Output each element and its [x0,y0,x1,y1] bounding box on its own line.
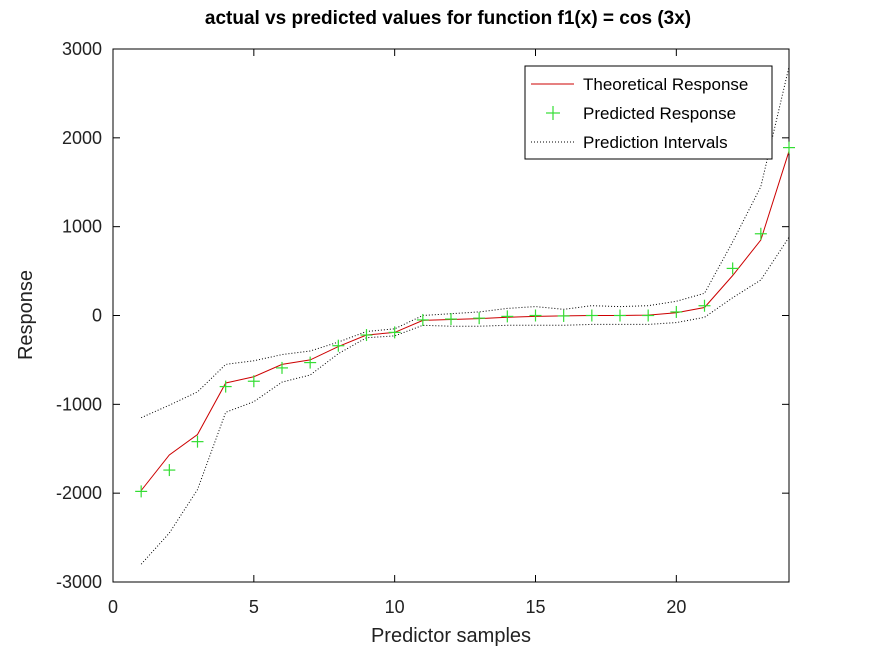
predicted-response-marker [191,435,204,448]
legend-box [524,65,773,160]
x-tick-labels: 0 5 10 15 20 [108,597,686,617]
series-layer [135,66,795,565]
y-tick-label: -3000 [56,572,102,592]
predicted-response-marker [585,309,598,322]
x-tick-label: 20 [666,597,686,617]
predicted-response-marker [754,227,767,240]
predicted-response-marker [726,262,739,275]
predicted-response-marker [332,339,345,352]
x-tick-label: 0 [108,597,118,617]
predicted-response-marker [783,141,795,154]
chart-title: actual vs predicted values for function … [205,8,691,29]
legend-label-predicted: Predicted Response [583,104,736,123]
predicted-response-marker [360,329,373,342]
predicted-response-marker [135,485,148,498]
predicted-response-marker [247,375,260,388]
predicted-response-marker [473,312,486,325]
y-tick-labels: -3000 -2000 -1000 0 1000 2000 3000 [56,39,102,592]
y-tick-label: -1000 [56,394,102,414]
predicted-response-marker [642,309,655,322]
x-tick-label: 10 [385,597,405,617]
legend-swatch-predicted [546,106,560,120]
predicted-response-marker [529,309,542,322]
predicted-response-marker [388,326,401,339]
legend-label-intervals: Prediction Intervals [583,133,728,152]
prediction-interval-upper-line [140,66,790,419]
axis-ticks [112,48,789,583]
y-tick-label: 1000 [62,217,102,237]
predicted-response-marker [276,361,288,374]
x-axis-label: Predictor samples [371,625,531,647]
theoretical-response-line [140,151,790,491]
predicted-response-marker [219,380,232,393]
y-tick-label: -2000 [56,483,102,503]
predicted-response-marker [557,309,570,322]
legend-label-theoretical: Theoretical Response [583,75,748,94]
y-tick-label: 0 [92,306,102,326]
y-axis-label: Response [15,270,37,360]
legend: Theoretical Response Predicted Response … [524,65,773,160]
x-tick-label: 5 [249,597,259,617]
predicted-response-marker [304,356,317,369]
x-tick-label: 15 [525,597,545,617]
prediction-interval-lower-line [140,237,790,565]
predicted-response-marker [445,313,457,326]
predicted-response-marker [416,313,429,326]
predicted-response-marker [698,299,711,312]
y-tick-label: 2000 [62,128,102,148]
predicted-response-marker [163,464,176,477]
predicted-response-marker [614,309,626,322]
y-tick-label: 3000 [62,39,102,59]
predicted-response-marker [501,310,514,323]
predicted-response-marker [670,305,683,318]
